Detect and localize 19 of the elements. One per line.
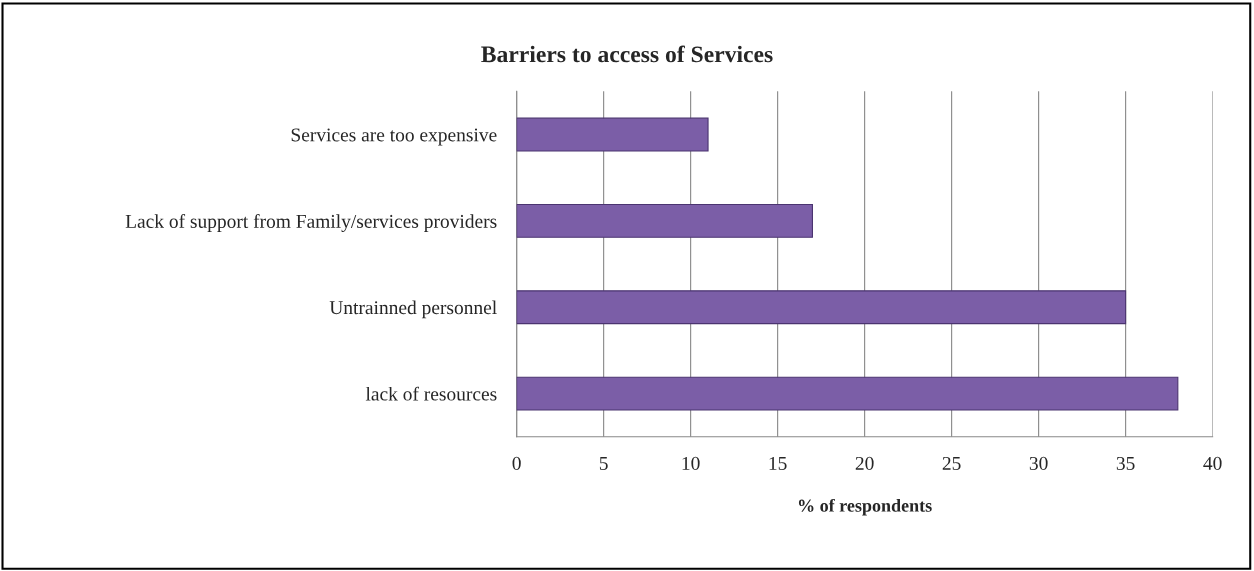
y-tick-label: Services are too expensive — [291, 128, 497, 146]
y-tick-label: lack of resources — [365, 386, 497, 401]
bar — [516, 290, 1127, 325]
x-tick-label: 15 — [769, 456, 787, 470]
x-tick-label: 10 — [682, 456, 700, 470]
chart-title: Barriers to access of Services — [481, 45, 773, 63]
bar — [516, 203, 813, 238]
bar — [516, 376, 1179, 411]
y-tick-label: Untrainned personnel — [329, 300, 497, 319]
y-tick-label: Lack of support from Family/services providers — [125, 214, 497, 232]
x-axis-title: % of respondents — [798, 498, 932, 516]
x-tick-label: 30 — [1029, 456, 1048, 470]
x-tick-label: 25 — [942, 456, 961, 470]
x-tick-label: 5 — [599, 457, 608, 470]
bar — [516, 117, 709, 152]
x-tick-label: 20 — [855, 456, 874, 470]
x-tick-label: 40 — [1203, 456, 1222, 470]
x-tick-label: 0 — [512, 456, 521, 470]
x-tick-label: 35 — [1116, 456, 1135, 470]
